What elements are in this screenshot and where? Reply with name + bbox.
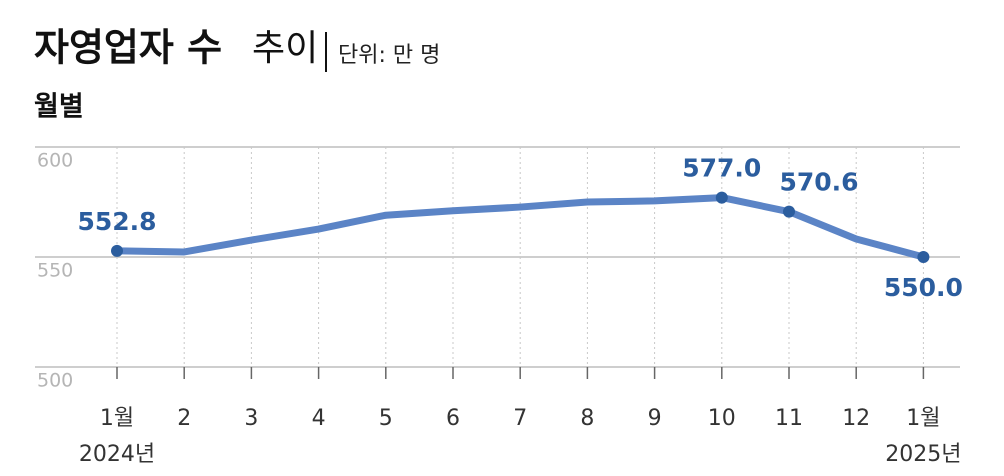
x-tick-label: 10 xyxy=(708,406,736,431)
x-year-label: 2025년 xyxy=(885,442,961,467)
x-tick-label: 11 xyxy=(775,406,803,431)
x-year-label: 2024년 xyxy=(79,442,155,467)
x-tick-label: 9 xyxy=(648,406,662,431)
x-tick-label: 1월 xyxy=(100,406,134,431)
y-tick-label: 500 xyxy=(37,370,73,392)
x-tick-label: 7 xyxy=(513,406,527,431)
x-tick-label: 4 xyxy=(312,406,326,431)
data-label: 550.0 xyxy=(884,273,963,302)
point xyxy=(715,191,728,204)
title-suffix: 추이 xyxy=(252,28,318,69)
point xyxy=(783,205,795,218)
x-tick-label: 12 xyxy=(842,406,870,431)
x-tick-label: 3 xyxy=(244,406,258,431)
y-tick-label: 600 xyxy=(37,150,73,172)
x-tick-label: 6 xyxy=(446,406,460,431)
data-label: 570.6 xyxy=(779,168,858,197)
point xyxy=(111,244,123,257)
x-tick-label: 5 xyxy=(379,406,393,431)
point xyxy=(917,251,930,263)
x-tick-label: 1월 xyxy=(906,406,940,431)
unit-label: 단위: 만 명 xyxy=(338,43,440,68)
data-label: 577.0 xyxy=(682,154,761,183)
y-tick-label: 550 xyxy=(37,260,73,282)
data-label: 552.8 xyxy=(77,207,156,236)
x-tick-label: 2 xyxy=(177,406,191,431)
chart-subtitle: 월별 xyxy=(34,92,84,123)
x-tick-label: 8 xyxy=(580,406,594,431)
chart-title: 자영업자 수 xyxy=(34,26,222,70)
